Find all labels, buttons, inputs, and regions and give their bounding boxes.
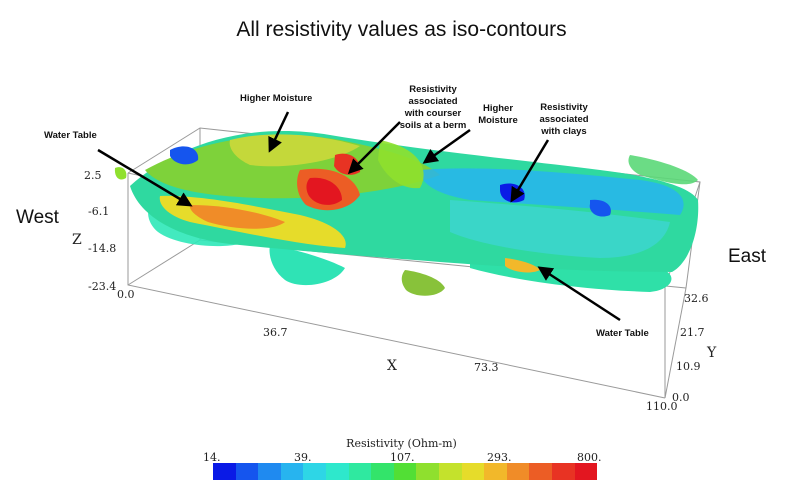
annotation-berm-line: soils at a berm: [399, 120, 467, 131]
arrow-clays: [510, 139, 550, 203]
colorbar-swatch: [506, 463, 530, 480]
colorbar-title: Resistivity (Ohm-m): [346, 437, 457, 450]
y-tick: 21.7: [680, 326, 705, 339]
x-tick: 0.0: [117, 288, 135, 301]
colorbar-tick: 14.: [203, 451, 221, 464]
arrow-water-table-1: [97, 148, 193, 207]
colorbar-swatch: [235, 463, 259, 480]
y-tick: 0.0: [672, 391, 690, 404]
y-axis-label: Y: [707, 345, 717, 361]
east-label: East: [728, 246, 767, 267]
figure-title: All resistivity values as iso-contours: [236, 18, 567, 41]
colorbar-swatch: [303, 463, 326, 480]
annotation-clays: Resistivity associated with clays: [532, 102, 596, 138]
colorbar-tick: 293.: [487, 451, 512, 464]
x-tick: 110.0: [646, 400, 678, 413]
colorbar-swatch: [416, 463, 439, 480]
z-tick: 2.5: [84, 169, 102, 182]
colorbar: [213, 463, 598, 480]
annotation-higher-moisture-2-line: Moisture: [478, 115, 518, 126]
arrow-water-table-2: [537, 266, 621, 322]
z-tick: -23.4: [88, 280, 117, 293]
arrow-higher-moisture-1: [268, 111, 290, 153]
colorbar-swatch: [371, 463, 394, 480]
annotation-berm: Resistivity associated with courser soil…: [383, 84, 483, 132]
iso-surface-main: [114, 131, 699, 273]
x-tick: 36.7: [263, 326, 288, 339]
annotation-higher-moisture-2-line: Higher: [482, 103, 514, 114]
x-axis-label: X: [387, 358, 397, 374]
z-tick: -14.8: [88, 242, 117, 255]
colorbar-tick: 39.: [294, 451, 312, 464]
x-tick: 73.3: [474, 361, 499, 374]
colorbar-swatch: [280, 463, 304, 480]
colorbar-swatch: [325, 463, 349, 480]
colorbar-swatch: [461, 463, 485, 480]
colorbar-swatch: [393, 463, 417, 480]
annotation-higher-moisture-1: Higher Moisture: [240, 93, 313, 104]
colorbar-tick: 107.: [390, 451, 415, 464]
colorbar-swatch: [438, 463, 462, 480]
west-label: West: [16, 207, 59, 228]
colorbar-swatch: [574, 463, 598, 480]
colorbar-swatch: [484, 463, 507, 480]
arrow-berm: [347, 121, 401, 175]
y-tick: 32.6: [684, 292, 709, 305]
colorbar-swatch: [529, 463, 552, 480]
annotation-clays-line: associated: [539, 114, 589, 125]
annotation-clays-line: with clays: [541, 126, 587, 137]
z-tick: -6.1: [88, 205, 110, 218]
colorbar-tick: 800.: [577, 451, 602, 464]
annotation-arrows: [97, 111, 621, 322]
annotation-berm-line: associated: [408, 96, 458, 107]
annotation-water-table-1: Water Table: [44, 130, 97, 141]
z-axis-label: Z: [72, 232, 82, 248]
arrow-higher-moisture-2: [422, 128, 471, 164]
colorbar-swatch: [551, 463, 575, 480]
colorbar-swatch: [348, 463, 372, 480]
annotation-water-table-2: Water Table: [596, 328, 649, 339]
annotation-berm-line: with courser: [404, 108, 462, 119]
annotation-higher-moisture-2: Higher Moisture: [468, 103, 528, 127]
colorbar-swatch: [213, 463, 236, 480]
y-tick: 10.9: [676, 360, 701, 373]
annotation-berm-line: Resistivity: [409, 84, 457, 95]
colorbar-swatch: [258, 463, 281, 480]
annotation-clays-line: Resistivity: [540, 102, 588, 113]
